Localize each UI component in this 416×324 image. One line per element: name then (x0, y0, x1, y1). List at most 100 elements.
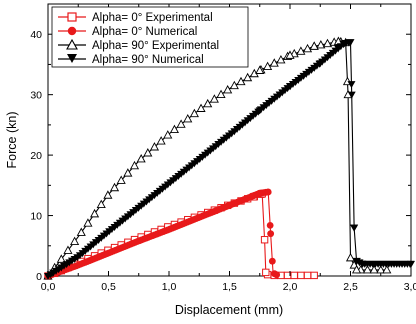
marker-open-triangle (76, 227, 86, 236)
marker-open-triangle (276, 54, 286, 64)
marker-filled-triangle-down (358, 260, 367, 268)
legend-label: Alpha= 90° Numerical (92, 54, 204, 66)
marker-open-square (262, 268, 270, 277)
marker-open-triangle (156, 136, 166, 145)
marker-open-triangle (345, 252, 356, 262)
x-axis-label: Displacement (mm) (175, 303, 283, 317)
x-tick-label: 2,5 (343, 281, 358, 293)
marker-open-triangle (216, 89, 226, 98)
marker-open-triangle (322, 38, 333, 48)
y-axis-label: Force (kn) (5, 112, 19, 169)
x-tick-label: 0,0 (41, 281, 56, 293)
legend-filled-circle-marker-icon (67, 26, 77, 36)
marker-open-triangle (123, 168, 133, 177)
marker-open-triangle (269, 58, 279, 67)
legend-item-alpha90-numerical: Alpha= 90° Numerical (58, 54, 204, 66)
marker-open-triangle (376, 265, 386, 274)
marker-open-triangle (176, 119, 186, 128)
x-tick-label: 1,0 (162, 281, 177, 293)
ticks-layer: 0,0 0,5 1,0 1,5 2,0 2,5 3,0 0 10 20 30 40 (30, 3, 416, 293)
legend-open-triangle-marker-icon (66, 38, 78, 50)
marker-filled-circle (264, 188, 272, 196)
marker-open-triangle (70, 236, 80, 245)
marker-filled-circle (268, 257, 276, 265)
legend-label: Alpha= 0° Experimental (92, 12, 213, 24)
marker-open-triangle (302, 43, 313, 53)
x-tick-label: 0,5 (101, 281, 116, 293)
marker-open-triangle (63, 245, 73, 254)
marker-filled-triangle-down (350, 224, 359, 232)
legend-open-square-marker-icon (67, 12, 77, 22)
series-line (47, 41, 411, 277)
x-tick-label: 2,0 (283, 281, 298, 293)
marker-filled-circle (273, 271, 281, 279)
marker-open-triangle (109, 182, 120, 192)
marker-filled-triangle-down (407, 260, 415, 268)
y-tick-label: 10 (30, 211, 42, 223)
marker-open-triangle (243, 72, 253, 82)
marker-open-triangle (285, 50, 295, 59)
marker-open-square (297, 271, 305, 280)
marker-open-triangle (96, 199, 106, 209)
series-3 (44, 39, 415, 280)
x-tick-label: 3,0 (404, 281, 416, 293)
marker-open-triangle (196, 103, 206, 112)
series-layer (43, 36, 415, 280)
marker-filled-triangle-down (347, 81, 356, 89)
marker-open-triangle (263, 61, 273, 71)
x-tick-label: 1,5 (222, 281, 237, 293)
marker-filled-triangle-down (255, 107, 264, 115)
y-tick-label: 30 (30, 90, 42, 102)
marker-open-triangle (189, 108, 199, 118)
marker-open-square (310, 271, 318, 280)
marker-filled-triangle-down (346, 39, 355, 47)
legend: Alpha= 0° Experimental Alpha= 0° Numeric… (51, 6, 249, 68)
marker-open-triangle (83, 218, 93, 227)
marker-open-triangle (223, 84, 233, 94)
marker-open-triangle (309, 41, 319, 50)
marker-filled-triangle-down (340, 40, 349, 48)
marker-filled-triangle-down (347, 91, 356, 99)
marker-filled-triangle-down (316, 60, 325, 68)
legend-item-alpha90-experimental: Alpha= 90° Experimental (58, 38, 219, 52)
marker-open-square (290, 271, 298, 280)
marker-filled-circle (250, 192, 258, 200)
series-0 (44, 190, 318, 280)
marker-open-triangle (382, 265, 392, 274)
marker-open-triangle (56, 254, 66, 263)
marker-open-triangle (90, 208, 100, 218)
marker-open-triangle (136, 154, 146, 163)
marker-open-triangle (169, 124, 180, 134)
marker-open-square (260, 236, 269, 244)
marker-open-square (303, 271, 312, 280)
marker-filled-circle (267, 230, 275, 238)
legend-label: Alpha= 90° Experimental (92, 40, 219, 52)
y-tick-label: 0 (36, 271, 42, 283)
marker-open-triangle (103, 190, 113, 199)
marker-open-triangle (236, 76, 246, 86)
marker-open-triangle (116, 175, 126, 184)
marker-open-triangle (129, 160, 140, 170)
marker-filled-triangle-down (352, 257, 361, 265)
marker-open-triangle (351, 265, 362, 274)
marker-open-triangle (362, 265, 372, 274)
marker-open-triangle (255, 65, 265, 74)
legend-filled-triangle-down-marker-icon (67, 54, 77, 63)
marker-open-triangle (149, 142, 160, 151)
marker-open-triangle (229, 80, 239, 90)
marker-open-triangle (369, 265, 379, 274)
y-tick-label: 40 (30, 29, 42, 41)
series-1 (44, 188, 281, 280)
marker-open-triangle (209, 94, 219, 103)
legend-item-alpha0-numerical: Alpha= 0° Numerical (58, 26, 197, 38)
marker-filled-circle (256, 189, 264, 197)
marker-open-triangle (203, 98, 213, 108)
marker-open-triangle (316, 40, 326, 49)
marker-open-triangle (143, 148, 153, 157)
marker-open-triangle (183, 114, 193, 123)
legend-label: Alpha= 0° Numerical (92, 26, 197, 38)
marker-filled-circle (266, 221, 274, 229)
legend-item-alpha0-experimental: Alpha= 0° Experimental (58, 12, 213, 24)
